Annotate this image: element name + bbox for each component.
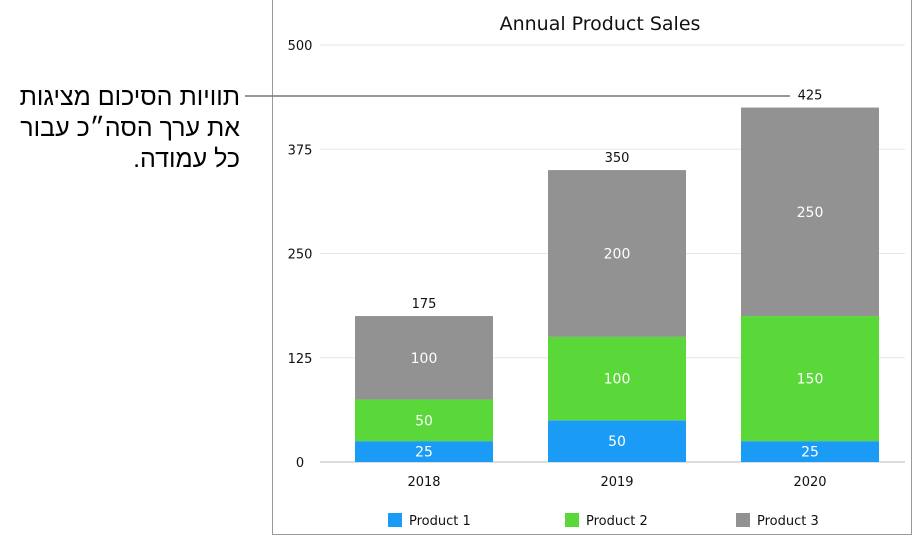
x-tick-label: 2020 [793, 475, 826, 490]
total-label: 350 [605, 151, 630, 166]
data-label: 250 [797, 205, 824, 221]
data-label: 100 [411, 351, 438, 367]
data-label: 50 [608, 434, 626, 450]
y-tick-label: 250 [288, 248, 313, 263]
legend-label: Product 2 [586, 514, 648, 529]
y-tick-label: 125 [288, 352, 313, 367]
legend-swatch [565, 513, 579, 527]
x-tick-label: 2019 [600, 475, 633, 490]
legend-swatch [736, 513, 750, 527]
bar-segment [548, 336, 686, 421]
data-label: 50 [415, 413, 433, 429]
y-tick-label: 375 [288, 143, 313, 158]
data-label: 100 [604, 372, 631, 388]
total-label: 175 [412, 297, 437, 312]
bar-segment [355, 399, 493, 442]
bar-segment [548, 170, 686, 337]
data-label: 200 [604, 247, 631, 263]
bar-segment [741, 316, 879, 442]
bar-segment [548, 420, 686, 462]
x-tick-label: 2018 [407, 475, 440, 490]
y-tick-label: 0 [296, 456, 304, 471]
chart-frame [272, 0, 912, 535]
data-label: 150 [797, 372, 824, 388]
total-label: 425 [798, 89, 823, 104]
callout-text: תוויות הסיכום מציגות את ערך הסה״כ עבור כ… [19, 83, 240, 173]
bar-segment [355, 316, 493, 400]
chart-title: Annual Product Sales [500, 13, 701, 35]
data-label: 25 [415, 445, 433, 461]
legend-swatch [388, 513, 402, 527]
bar-segment [741, 107, 879, 317]
bar-segment [741, 441, 879, 462]
legend-label: Product 1 [409, 514, 471, 529]
legend-label: Product 3 [757, 514, 819, 529]
bar-segment [355, 441, 493, 462]
y-tick-label: 500 [288, 39, 313, 54]
data-label: 25 [801, 445, 819, 461]
